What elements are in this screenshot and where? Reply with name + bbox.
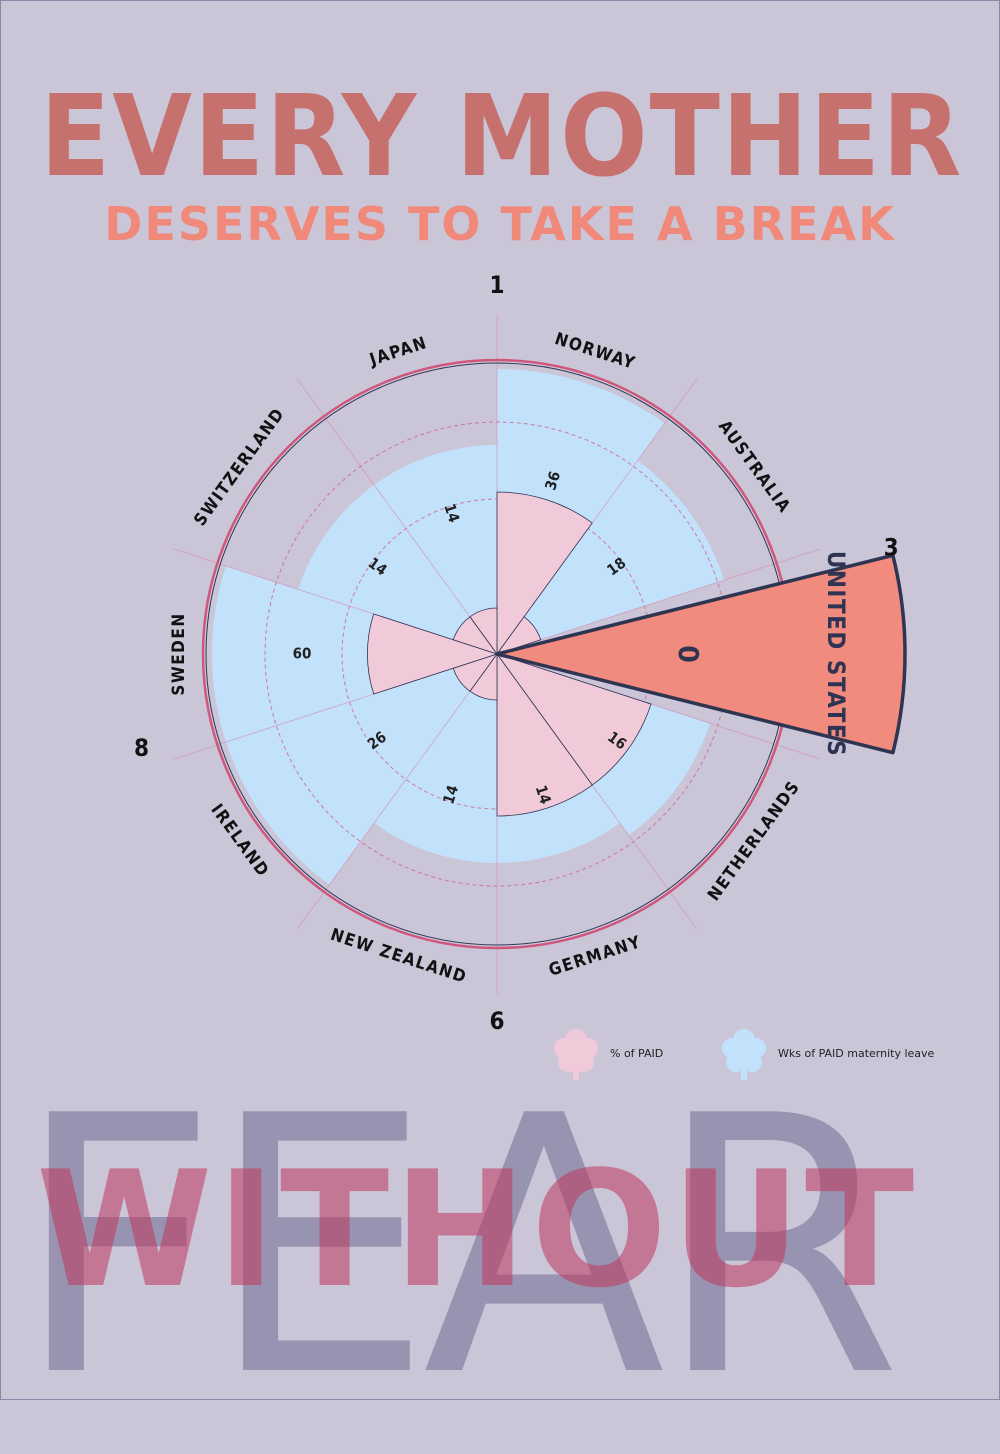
without-word: WITHOUT (36, 1136, 919, 1323)
weeks-wedge-switzerland (298, 484, 497, 654)
legend: % of PAID Wks of PAID maternity leave (550, 1022, 970, 1092)
highlight-wedge-united-states (495, 553, 907, 755)
country-label-sweden: SWEDEN (169, 612, 189, 695)
flower-icon (554, 1029, 598, 1080)
weeks-value-label: 14 (439, 783, 462, 806)
fear-word: FEAR (14, 1040, 902, 1454)
legend-label-weeks: Wks of PAID maternity leave (778, 1046, 935, 1060)
weeks-value-label: 60 (293, 645, 312, 663)
percent-wedge-sweden (367, 613, 499, 695)
weeks-value-label: 0 (672, 645, 705, 663)
weeks-wedge-sweden (212, 565, 497, 743)
legend-item-weeks: Wks of PAID maternity leave (718, 1022, 934, 1084)
country-label-japan: JAPAN (366, 333, 430, 371)
spoke-line (296, 378, 498, 655)
ring-number-label: 8 (134, 734, 149, 762)
spoke-line (296, 653, 498, 930)
weeks-value-label: 36 (541, 469, 564, 492)
percent-wedge-germany (496, 652, 593, 817)
percent-wedge-norway (496, 491, 593, 656)
page-subtitle: DESERVES TO TAKE A BREAK (104, 197, 896, 251)
weeks-wedge-ireland (225, 654, 497, 885)
percent-wedge-australia (495, 616, 542, 655)
weeks-wedge-new-zealand (374, 654, 497, 863)
legend-item-percent: % of PAID (550, 1022, 663, 1084)
spoke-line (496, 548, 821, 655)
weeks-value-label: 14 (440, 501, 463, 524)
ring-number-label: 3 (884, 533, 899, 561)
flower-icon (722, 1029, 766, 1080)
ring-number-label: 6 (489, 1007, 504, 1035)
legend-label-percent: % of PAID (610, 1046, 664, 1060)
weeks-value-label: 14 (532, 783, 555, 806)
country-label-united-states: UNITED STATES (822, 551, 850, 757)
country-label-australia: AUSTRALIA (714, 417, 795, 517)
weeks-wedge-australia (497, 460, 725, 654)
polar-area-chart: 3618016141426601414NORWAYAUSTRALIAUNITED… (134, 271, 907, 1035)
percent-wedge-netherlands (495, 653, 652, 786)
country-label-germany: GERMANY (546, 932, 644, 981)
percent-wedge-japan (469, 607, 498, 656)
country-label-new-zealand: NEW ZEALAND (328, 925, 470, 988)
weeks-wedge-japan (374, 445, 497, 654)
ring-number-label: 1 (489, 271, 504, 299)
page-title: EVERY MOTHER (40, 72, 964, 202)
